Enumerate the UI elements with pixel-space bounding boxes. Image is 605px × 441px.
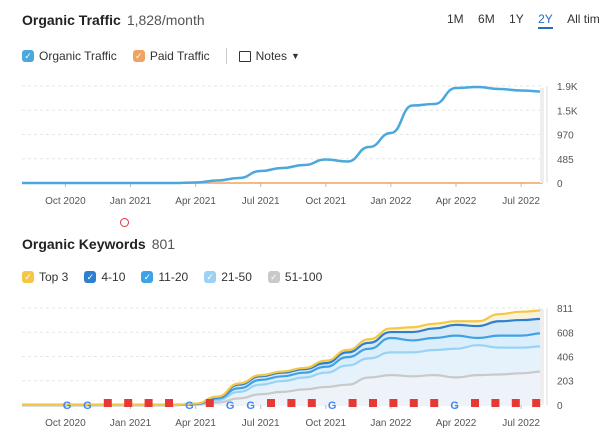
flag-icon [471, 399, 479, 407]
x-tick-label: Jul 2021 [242, 418, 280, 429]
google-icon: G [185, 400, 194, 412]
flag-icon [389, 399, 398, 407]
current-range-marker [540, 88, 544, 183]
x-tick-label: Jan 2021 [110, 196, 152, 207]
traffic-title: Organic Traffic 1,828/month [22, 12, 205, 28]
x-tick-label: Jan 2022 [370, 196, 412, 207]
x-tick-label: Apr 2022 [436, 196, 477, 207]
legend-organic-label: Organic Traffic [39, 49, 117, 63]
notes-dropdown[interactable]: Notes ▼ [238, 49, 300, 63]
y-tick-label: 0 [557, 179, 563, 190]
flag-icon [287, 399, 296, 407]
check-icon: ✓ [132, 50, 145, 62]
cursor-indicator [120, 218, 129, 227]
check-icon: ✓ [84, 271, 97, 283]
legend-21-50[interactable]: ✓ 21-50 [204, 270, 252, 284]
check-icon: ✓ [22, 50, 34, 62]
legend-11-20-label: 11-20 [158, 270, 189, 284]
keywords-title: Organic Keywords 801 [22, 236, 175, 252]
y-tick-label: 203 [557, 377, 574, 388]
divider [225, 48, 227, 64]
keywords-value: 801 [151, 236, 176, 252]
range-1y[interactable]: 1Y [509, 12, 524, 26]
flag-icon [307, 399, 316, 407]
flag-icon [430, 399, 439, 407]
x-tick-label: Apr 2022 [436, 418, 477, 429]
y-tick-label: 406 [557, 352, 574, 363]
legend-top3[interactable]: ✓ Top 3 [22, 270, 68, 284]
keywords-title-label: Organic Keywords [22, 236, 146, 252]
x-tick-label: Oct 2021 [306, 196, 347, 207]
google-icon: G [226, 400, 235, 412]
x-tick-label: Jul 2022 [502, 196, 540, 207]
flag-icon [267, 399, 275, 407]
y-tick-label: 970 [557, 131, 574, 142]
check-icon: ✓ [267, 271, 280, 283]
flag-icon [144, 399, 153, 407]
traffic-chart: 0 485 970 1.5K 1.9K Oct 2020 Jan 2021 Apr 2021 J… [22, 82, 578, 207]
y-tick-label: 811 [557, 304, 573, 315]
flag-icon [205, 399, 214, 407]
range-selector: 1M 6M 1Y 2Y All tim [447, 12, 600, 29]
range-all[interactable]: All tim [567, 12, 600, 26]
check-icon: ✓ [141, 271, 154, 283]
legend-21-50-label: 21-50 [221, 270, 252, 284]
legend-paid-label: Paid Traffic [149, 49, 210, 63]
legend-organic-traffic[interactable]: ✓ Organic Traffic [22, 49, 117, 63]
legend-4-10[interactable]: ✓ 4-10 [84, 270, 125, 284]
y-tick-label: 1.5K [557, 106, 578, 117]
y-tick-label: 485 [557, 155, 574, 166]
x-tick-label: Jul 2022 [502, 418, 540, 429]
traffic-legend: ✓ Organic Traffic ✓ Paid Traffic Notes ▼ [22, 48, 316, 64]
x-tick-label: Apr 2021 [175, 196, 216, 207]
legend-top3-label: Top 3 [39, 270, 69, 284]
flag-icon [124, 399, 133, 407]
flag-icon [532, 399, 541, 407]
legend-11-20[interactable]: ✓ 11-20 [141, 270, 188, 284]
flag-icon [369, 399, 377, 407]
traffic-value: 1,828/month [126, 12, 205, 28]
x-tick-label: Jan 2021 [110, 418, 152, 429]
y-tick-label: 608 [557, 328, 574, 339]
legend-51-100[interactable]: ✓ 51-100 [267, 270, 323, 284]
y-tick-label: 1.9K [557, 82, 578, 93]
x-tick-label: Jul 2021 [242, 196, 280, 207]
flag-icon [409, 399, 418, 407]
check-icon: ✓ [204, 271, 217, 283]
comment-icon [238, 50, 251, 62]
range-1m[interactable]: 1M [447, 12, 464, 26]
legend-51-100-label: 51-100 [284, 270, 323, 284]
google-icon: G [63, 400, 72, 412]
x-tick-label: Apr 2021 [175, 418, 216, 429]
google-icon: G [328, 400, 337, 412]
x-tick-label: Oct 2021 [306, 418, 347, 429]
current-range-marker [540, 310, 544, 405]
x-tick-label: Oct 2020 [45, 418, 86, 429]
organic-traffic-line [22, 85, 543, 185]
notes-label: Notes [255, 49, 287, 63]
legend-4-10-label: 4-10 [101, 270, 126, 284]
flag-icon [348, 399, 357, 407]
keywords-area-51-100 [22, 371, 543, 405]
range-6m[interactable]: 6M [478, 12, 495, 26]
check-icon: ✓ [22, 271, 34, 283]
google-icon: G [83, 400, 92, 412]
y-tick-label: 0 [557, 401, 563, 412]
legend-paid-traffic[interactable]: ✓ Paid Traffic [132, 49, 210, 63]
range-2y[interactable]: 2Y [538, 12, 553, 29]
google-icon: G [246, 400, 255, 412]
chevron-down-icon: ▼ [290, 51, 300, 61]
x-tick-label: Oct 2020 [45, 196, 86, 207]
flag-icon [165, 399, 173, 407]
google-icon: G [450, 400, 459, 412]
x-tick-label: Jan 2022 [370, 418, 412, 429]
flag-icon [103, 399, 112, 407]
traffic-title-label: Organic Traffic [22, 12, 121, 28]
flag-icon [491, 399, 500, 407]
keywords-legend: ✓ Top 3 ✓ 4-10 ✓ 11-20 ✓ 21-50 ✓ 51-100 [22, 270, 338, 284]
flag-icon [511, 399, 520, 407]
